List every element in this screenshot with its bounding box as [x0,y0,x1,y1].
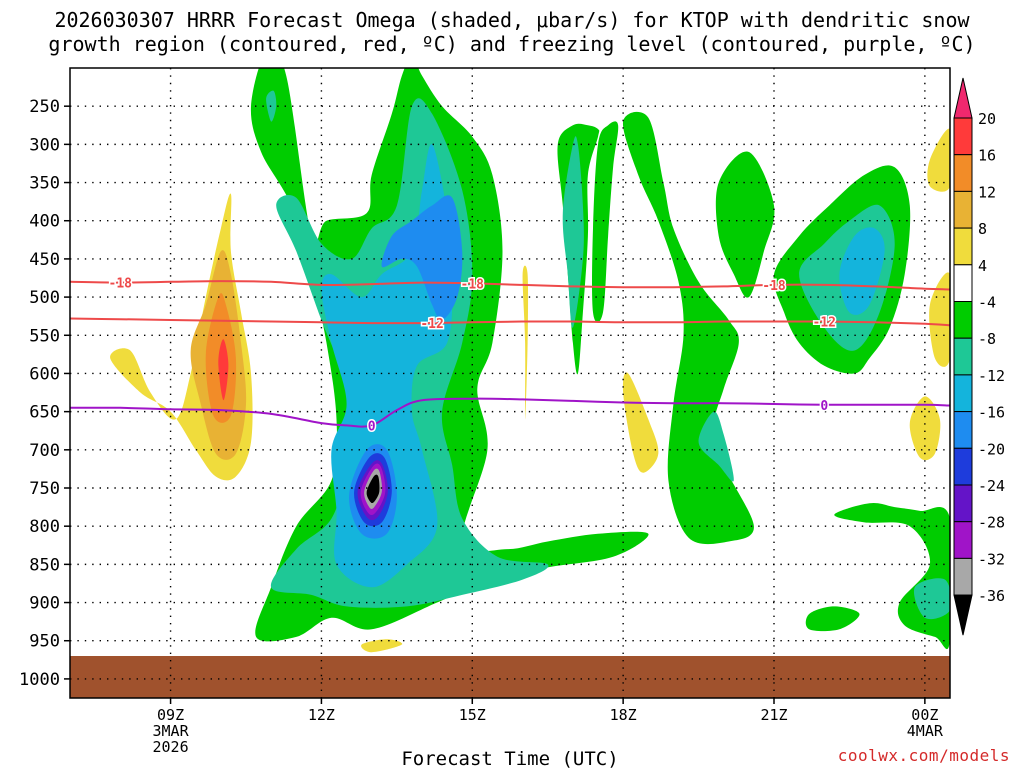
chart-title-line-1: 2026030307 HRRR Forecast Omega (shaded, … [54,8,970,32]
y-tick-label-950: 950 [29,632,60,652]
omega-region-neg12-25 [839,227,885,315]
x-tick-label-12Z: 12Z [308,706,335,724]
contour-label-freezing-level-1: 0 [820,399,828,414]
colorbar-swatch-4 [953,227,973,266]
contour-label-dendritic-lower-1: -12 [813,316,836,331]
colorbar-label-8: -16 [978,404,1005,422]
colorbar-swatch-5 [953,264,973,302]
colorbar-swatch-12 [953,521,973,559]
contour-layer: -18 -18 -18 -12 -12 0 0 [70,275,950,436]
y-tick-label-400: 400 [29,212,60,232]
colorbar-swatch-6 [953,301,973,339]
colorbar-swatch-10 [953,447,973,486]
y-tick-label-1000: 1000 [19,670,60,690]
contour-label-dendritic-upper-0: -18 [109,277,133,292]
colorbar-label-3: 8 [978,220,987,238]
omega-region-pos16-3 [218,339,229,401]
contour-label-dendritic-upper-1: -18 [461,277,485,292]
colorbar: 20 16 12 8 4 -4 -8 -12 -16 -20 -24 -28 -32 -36 [953,77,1005,636]
grid-layer [70,68,950,698]
colorbar-swatch-8 [953,374,973,413]
omega-region-neg16-26 [381,195,463,321]
omega-region-pos4-8 [927,128,950,192]
colorbar-swatch-2 [953,154,973,192]
colorbar-swatch-3 [953,190,973,229]
site-credit: coolwx.com/models [837,746,1010,765]
y-tick-label-450: 450 [29,250,60,270]
y-tick-label-750: 750 [29,479,60,499]
omega-region-pos4-4 [361,639,403,653]
plot-frame [69,67,951,699]
colorbar-label-12: -32 [978,550,1005,568]
colorbar-label-11: -28 [978,514,1005,532]
y-tick-label-550: 550 [29,326,60,346]
y-tick-label-850: 850 [29,555,60,575]
ground-layer [70,656,950,698]
colorbar-label-10: -24 [978,477,1005,495]
omega-region-neg36-32 [366,474,380,503]
colorbar-label-1: 16 [978,147,996,165]
y-tick-label-300: 300 [29,135,60,155]
contour-freezing-level [70,397,950,428]
contour-dendritic-upper [70,280,950,291]
chart-title-line-2: growth region (contoured, red, ºC) and f… [48,32,976,56]
omega-region-pos4-6 [622,372,659,473]
x-tick-date-00Z: 4MAR [907,722,944,740]
omega-region-neg4-17 [805,606,860,632]
omega-region-neg8-20 [562,136,584,328]
omega-region-pos4-7 [909,396,941,461]
ground-fill [70,656,950,698]
colorbar-swatch-11 [953,484,973,523]
colorbar-top-arrow [953,77,973,119]
x-tick-year-09Z: 2026 [153,738,189,756]
colorbar-swatch-13 [953,557,973,596]
omega-shading-layer [110,68,950,653]
x-tick-label-15Z: 15Z [459,706,486,724]
y-axis: 250 300 350 400 450 500 550 600 650 700 750 800 850 9… [19,97,70,690]
omega-region-neg4-13 [622,111,754,545]
colorbar-label-5: -4 [978,294,996,312]
colorbar-swatch-9 [953,411,973,449]
colorbar-label-2: 12 [978,183,996,201]
omega-region-pos4-5 [522,265,529,420]
y-tick-label-650: 650 [29,403,60,423]
colorbar-label-13: -36 [978,587,1005,605]
colorbar-label-7: -12 [978,367,1005,385]
x-tick-label-21Z: 21Z [760,706,787,724]
contour-dendritic-lower [70,317,950,327]
colorbar-label-9: -20 [978,440,1005,458]
x-axis-title: Forecast Time (UTC) [401,748,618,768]
colorbar-label-0: 20 [978,110,996,128]
x-tick-label-00Z: 00Z [911,706,938,724]
omega-region-pos4-9 [929,272,950,367]
omega-region-neg8-21 [698,411,734,482]
y-tick-label-350: 350 [29,174,60,194]
colorbar-label-4: 4 [978,257,987,275]
contour-label-dendritic-lower-0: -12 [420,317,443,332]
colorbar-swatch-1 [953,117,973,156]
contour-label-dendritic-upper-2: -18 [762,279,786,294]
y-tick-label-800: 800 [29,517,60,537]
x-tick-label-09Z: 09Z [157,706,184,724]
y-tick-label-600: 600 [29,364,60,384]
y-tick-label-900: 900 [29,594,60,614]
omega-region-neg8-23 [914,578,950,620]
colorbar-swatch-7 [953,337,973,376]
omega-region-neg4-12 [592,121,619,323]
y-tick-label-700: 700 [29,441,60,461]
x-tick-label-18Z: 18Z [610,706,637,724]
omega-region-neg4-16 [834,503,950,649]
x-tick-date-09Z: 3MAR [153,722,190,740]
y-tick-label-250: 250 [29,97,60,117]
colorbar-bottom-arrow [953,594,973,636]
contour-label-freezing-level-0: 0 [368,419,376,434]
y-tick-label-500: 500 [29,288,60,308]
omega-region-neg4-14 [715,151,775,298]
colorbar-label-6: -8 [978,330,996,348]
